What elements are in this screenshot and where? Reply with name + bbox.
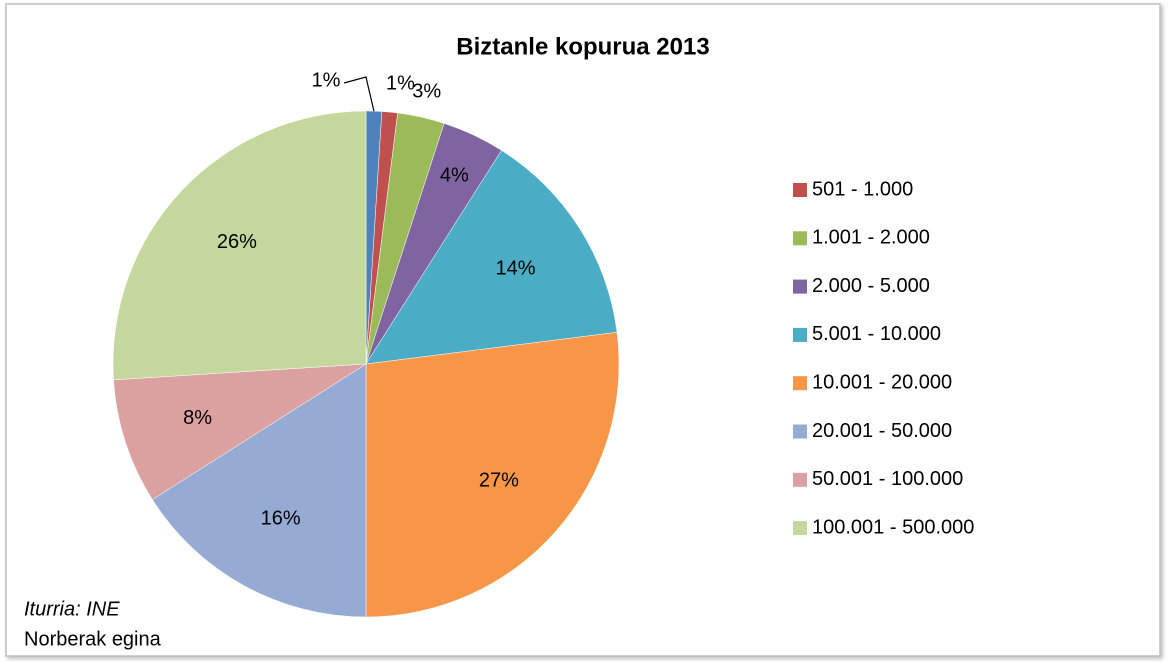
data-label: 27% [479,469,519,491]
data-label: 8% [183,407,212,429]
legend-label: 501 - 1.000 [812,178,913,200]
data-label: 14% [496,257,536,279]
pie-slice [152,363,367,618]
pie-slice [365,150,618,365]
pie-slice [365,332,620,618]
data-label: 1% [312,69,341,91]
legend-label: 1.001 - 2.000 [812,227,930,249]
legend-swatch [793,183,807,197]
legend-swatch [793,327,807,342]
legend-label: 20.001 - 50.000 [812,420,952,442]
legend-label: 10.001 - 20.000 [812,371,952,393]
data-label: 4% [440,165,469,187]
legend-swatch [793,521,807,536]
data-label: 26% [217,231,257,253]
leader-line [343,76,375,112]
pie-slice [113,363,367,500]
legend-swatch [793,279,807,294]
legend-swatch [793,231,807,246]
data-label: 3% [412,81,441,103]
legend-label: 50.001 - 100.000 [812,468,963,490]
author-note: Norberak egina [24,628,162,650]
legend-swatch [793,424,807,439]
data-label: 16% [261,507,301,529]
legend-swatch [793,472,807,487]
pie-slice [112,110,367,381]
legend-label: 5.001 - 10.000 [812,323,941,345]
legend-swatch [793,376,807,391]
chart-title: Biztanle kopurua 2013 [456,33,709,60]
data-label: 1% [386,73,415,95]
legend-label: 2.000 - 5.000 [812,275,930,297]
legend-label: 100.001 - 500.000 [812,516,974,538]
source-note: Iturria: INE [24,598,120,620]
